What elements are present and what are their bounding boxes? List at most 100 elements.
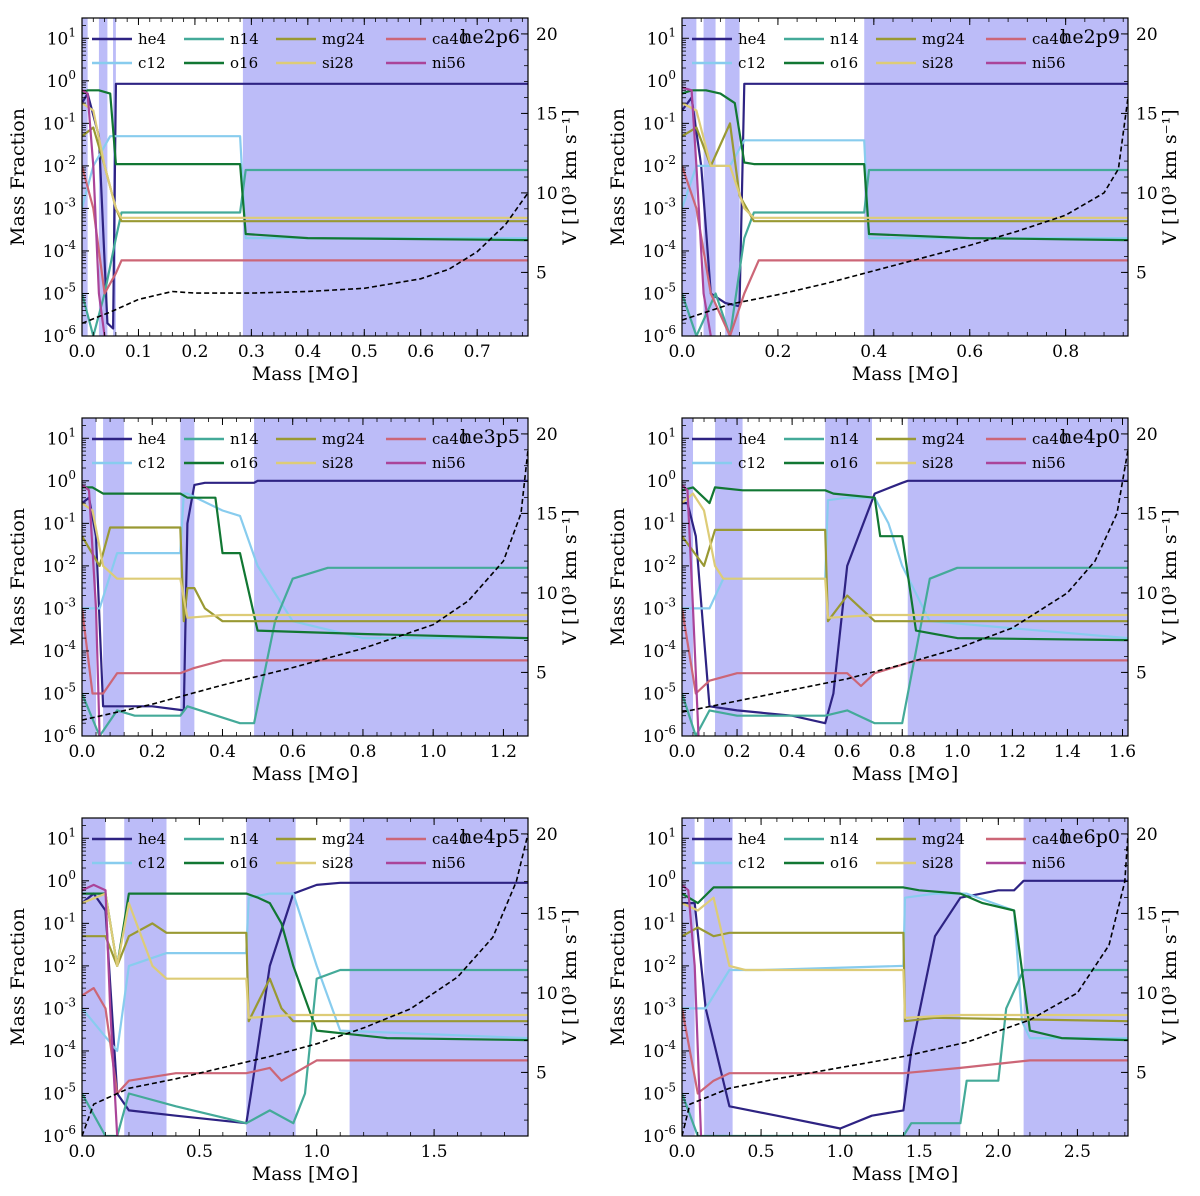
y-tick-base: 10	[43, 327, 65, 347]
series-line-o16	[682, 486, 1128, 642]
x-tick-label: 1.2	[490, 742, 517, 762]
y-tick-exponent: -4	[64, 1038, 76, 1052]
x-tick-label: 0.8	[349, 742, 376, 762]
legend-label-n14: n14	[230, 830, 259, 848]
panel-title: he4p0	[1060, 426, 1120, 448]
y-tick-label: 10-3	[43, 995, 76, 1019]
y-tick-base: 10	[43, 557, 65, 577]
series-line-n14	[682, 968, 1128, 1136]
x-tick-label: 1.2	[999, 742, 1026, 762]
series-line-ca40	[82, 987, 528, 1095]
velocity-line	[82, 192, 528, 325]
series-line-o16	[82, 89, 528, 242]
y-tick-base: 10	[643, 242, 665, 262]
y-tick-exponent: -1	[64, 110, 76, 124]
y-tick-label: 10-2	[43, 553, 76, 577]
y-tick-base: 10	[43, 1127, 65, 1147]
y-tick-exponent: -2	[664, 153, 676, 167]
y-tick-base: 10	[647, 429, 669, 449]
y-tick-exponent: -1	[64, 510, 76, 524]
y-tick-label: 10-1	[643, 110, 676, 134]
x-tick-label: 0.8	[889, 742, 916, 762]
y2-tick-label: 20	[536, 425, 558, 445]
series-line-si28	[682, 492, 1128, 619]
y-tick-base: 10	[43, 914, 65, 934]
y-tick-base: 10	[643, 514, 665, 534]
y-tick-exponent: -2	[664, 953, 676, 967]
legend-label-si28: si28	[922, 54, 954, 72]
shaded-region	[864, 18, 1128, 336]
y-tick-base: 10	[643, 684, 665, 704]
shaded-region	[124, 818, 167, 1136]
series-line-he4	[82, 82, 528, 330]
legend-label-c12: c12	[138, 854, 166, 872]
x-tick-label: 0.6	[956, 342, 983, 362]
y-tick-exponent: -4	[664, 638, 676, 652]
y2-tick-label: 5	[1136, 263, 1147, 283]
y-tick-base: 10	[43, 1042, 65, 1062]
legend-label-n14: n14	[230, 430, 259, 448]
y-tick-exponent: -3	[64, 195, 76, 209]
y2-axis-label: V [10³ km s⁻¹]	[1159, 509, 1181, 645]
shaded-region	[82, 818, 106, 1136]
y-tick-label: 101	[47, 25, 76, 49]
velocity-line	[682, 833, 1128, 1136]
plot-area	[682, 18, 1128, 336]
series-line-n14	[82, 566, 528, 736]
series-line-n14	[682, 168, 1128, 336]
shaded-region	[682, 818, 695, 1136]
legend-label-si28: si28	[922, 854, 954, 872]
y-tick-label: 10-4	[643, 638, 677, 662]
series-line-si28	[682, 102, 1128, 219]
y-tick-exponent: -3	[64, 995, 76, 1009]
y-tick-exponent: -2	[64, 953, 76, 967]
legend-label-n14: n14	[830, 430, 859, 448]
y-tick-base: 10	[647, 829, 669, 849]
series-line-mg24	[82, 526, 528, 623]
y-tick-exponent: 1	[68, 825, 76, 839]
y-tick-base: 10	[647, 29, 669, 49]
y2-tick-label: 10	[536, 184, 558, 204]
y-tick-exponent: -4	[664, 238, 676, 252]
series-line-o16	[682, 886, 1128, 1042]
y-tick-label: 100	[47, 68, 76, 92]
x-axis-label: Mass [M⊙]	[852, 363, 959, 385]
legend-label-ca40: ca40	[1032, 830, 1068, 848]
y-tick-exponent: -5	[664, 280, 676, 294]
y-tick-exponent: 1	[668, 25, 676, 39]
y-tick-exponent: -4	[64, 638, 76, 652]
velocity-line	[82, 449, 528, 721]
y-tick-exponent: 1	[668, 825, 676, 839]
y-tick-exponent: -6	[664, 323, 676, 337]
y2-tick-label: 5	[536, 663, 547, 683]
series-line-c12	[82, 892, 528, 1052]
y-tick-label: 100	[647, 68, 676, 92]
legend-label-ca40: ca40	[432, 30, 468, 48]
y-tick-label: 10-1	[643, 910, 676, 934]
legend-label-mg24: mg24	[322, 830, 365, 848]
y-tick-exponent: 1	[68, 25, 76, 39]
x-tick-label: 0.5	[186, 1142, 213, 1162]
y-tick-base: 10	[643, 327, 665, 347]
y-tick-exponent: -3	[664, 195, 676, 209]
x-tick-label: 0.5	[748, 1142, 775, 1162]
legend-label-ni56: ni56	[1032, 854, 1066, 872]
legend-label-mg24: mg24	[922, 430, 965, 448]
y-tick-base: 10	[43, 957, 65, 977]
y-axis-label: Mass Fraction	[607, 908, 629, 1046]
y-tick-base: 10	[643, 957, 665, 977]
y-tick-label: 10-1	[43, 910, 76, 934]
y-tick-base: 10	[47, 72, 69, 92]
y-tick-base: 10	[43, 284, 65, 304]
y2-axis-label: V [10³ km s⁻¹]	[1159, 109, 1181, 245]
y-tick-label: 10-4	[43, 238, 77, 262]
y-tick-label: 10-2	[643, 953, 676, 977]
legend-label-ca40: ca40	[432, 830, 468, 848]
series-line-c12	[682, 892, 1128, 1040]
y-tick-label: 10-4	[43, 1038, 77, 1062]
x-tick-label: 1.5	[906, 1142, 933, 1162]
